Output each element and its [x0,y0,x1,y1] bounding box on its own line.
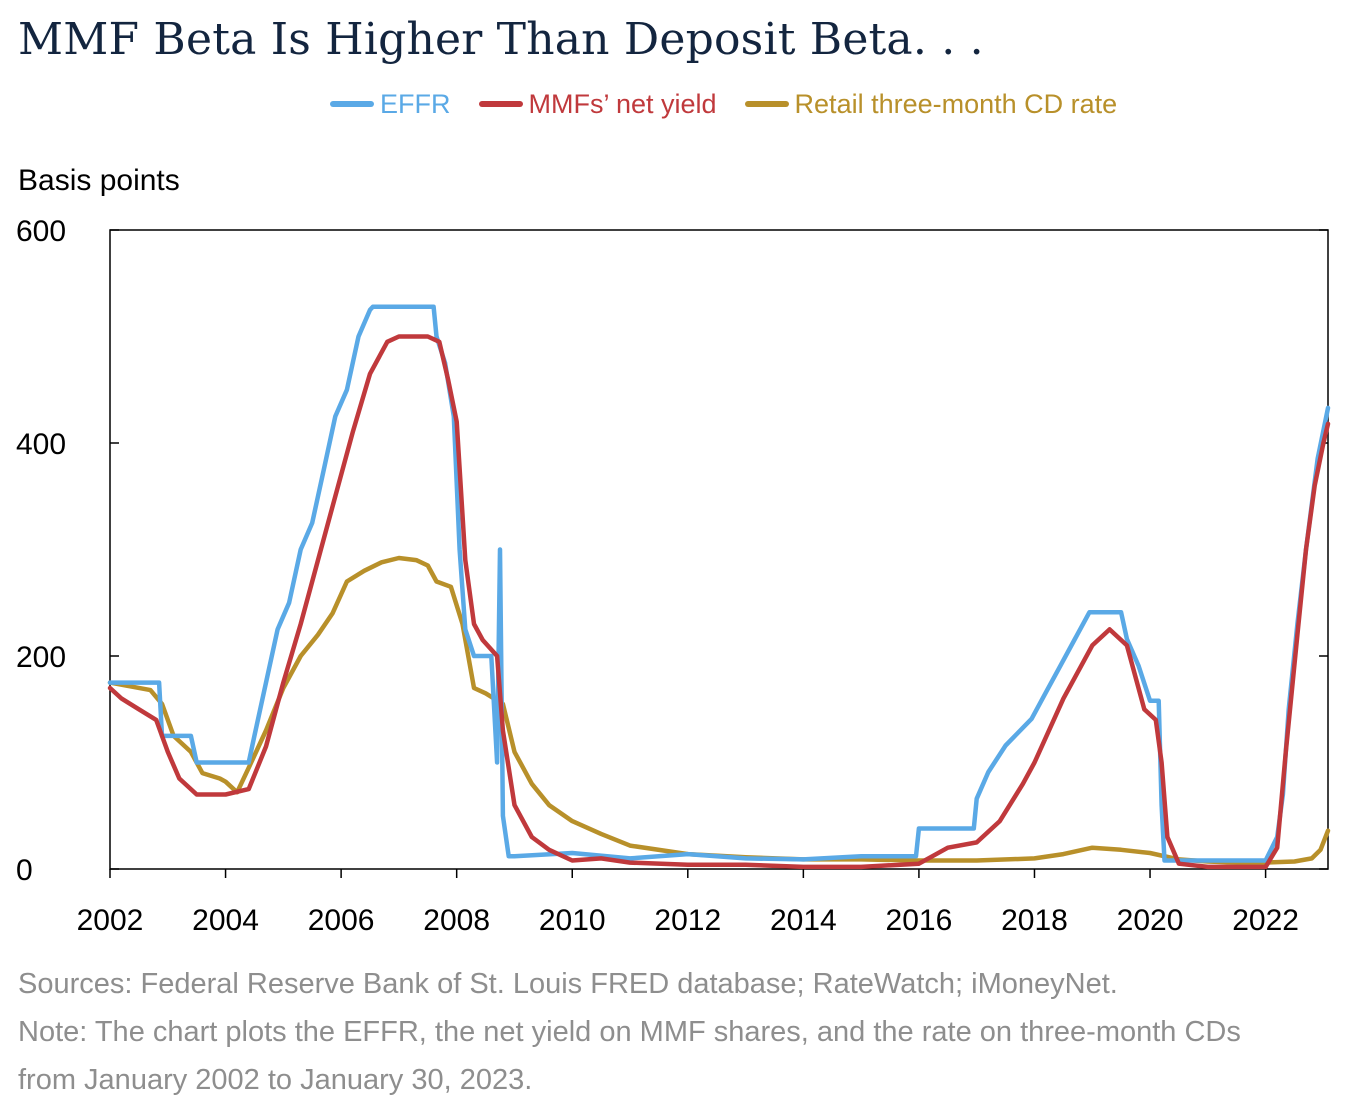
line-chart: 0 200 400 600 2002 2004 2006 2008 2010 2012 2014 20… [16,215,1331,937]
y-tick-label-400: 400 [16,428,66,461]
legend-item-effr: EFFR [330,89,451,120]
x-tick-label-2016: 2016 [886,904,953,937]
plot-frame [109,229,1329,870]
legend-item-cd: Retail three-month CD rate [744,88,1118,120]
series-line-effr [107,304,1331,863]
y-tick-label-200: 200 [16,641,66,674]
y-tick-label-0: 0 [16,854,33,887]
legend-swatch-cd [744,101,789,107]
x-tick-label-2002: 2002 [77,904,144,937]
series-line-cd [107,555,1331,865]
x-tick-label-2022: 2022 [1232,904,1299,937]
legend-label-effr: EFFR [380,88,451,119]
x-tick-label-2004: 2004 [192,904,259,937]
y-axis-label: Basis points [18,164,180,197]
legend-item-mmf: MMFs’ net yield [478,88,717,120]
x-tick-label-2020: 2020 [1117,904,1184,937]
x-tick-label-2010: 2010 [539,904,606,937]
legend-swatch-mmf [478,101,523,107]
chart-footnote: Sources: Federal Reserve Bank of St. Lou… [18,960,1348,1104]
footnote-note-line-1: Note: The chart plots the EFFR, the net … [18,1016,1241,1048]
legend-label-cd: Retail three-month CD rate [794,88,1118,119]
x-tick-label-2008: 2008 [423,904,490,937]
footnote-sources: Sources: Federal Reserve Bank of St. Lou… [18,968,1118,1000]
footnote-note-line-2: from January 2002 to January 30, 2023. [18,1064,533,1096]
y-tick-label-600: 600 [16,215,66,248]
legend-swatch-effr [330,101,374,107]
series-line-mmf [107,334,1331,870]
x-tick-label-2018: 2018 [1001,904,1068,937]
legend-label-mmf: MMFs’ net yield [528,88,717,119]
chart-legend: EFFR MMFs’ net yield Retail three-month … [330,84,1145,124]
x-tick-label-2014: 2014 [770,904,837,937]
x-tick-label-2006: 2006 [308,904,375,937]
x-tick-label-2012: 2012 [654,904,721,937]
chart-title: MMF Beta Is Higher Than Deposit Beta. . … [18,14,984,65]
